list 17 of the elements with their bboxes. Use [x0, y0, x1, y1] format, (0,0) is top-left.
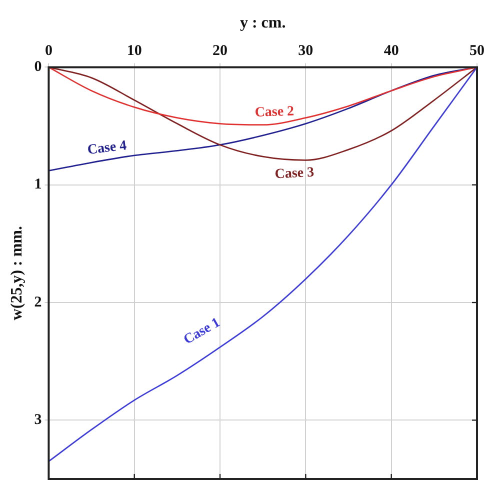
y-tick-label: 3	[34, 412, 42, 428]
series-label: Case 2	[254, 104, 294, 120]
y-tick-label: 0	[34, 59, 42, 76]
y-axis-title: w(25,y) : mm.	[8, 226, 26, 320]
line-series	[48, 67, 477, 126]
x-tick-label: 40	[384, 43, 399, 60]
series-label: Case 3	[274, 165, 314, 182]
x-tick-label: 10	[126, 43, 142, 60]
x-tick-label: 20	[212, 43, 228, 60]
text: Case 4	[86, 138, 128, 158]
y-tick-label: 2	[34, 294, 42, 310]
x-tick-label: 50	[470, 43, 484, 60]
text: Case 1	[181, 315, 223, 348]
x-tick-label: 0	[44, 43, 52, 60]
y-tick-label: 1	[34, 176, 42, 193]
x-axis-title: y : cm.	[240, 14, 286, 32]
x-tick-label: 30	[298, 43, 314, 60]
